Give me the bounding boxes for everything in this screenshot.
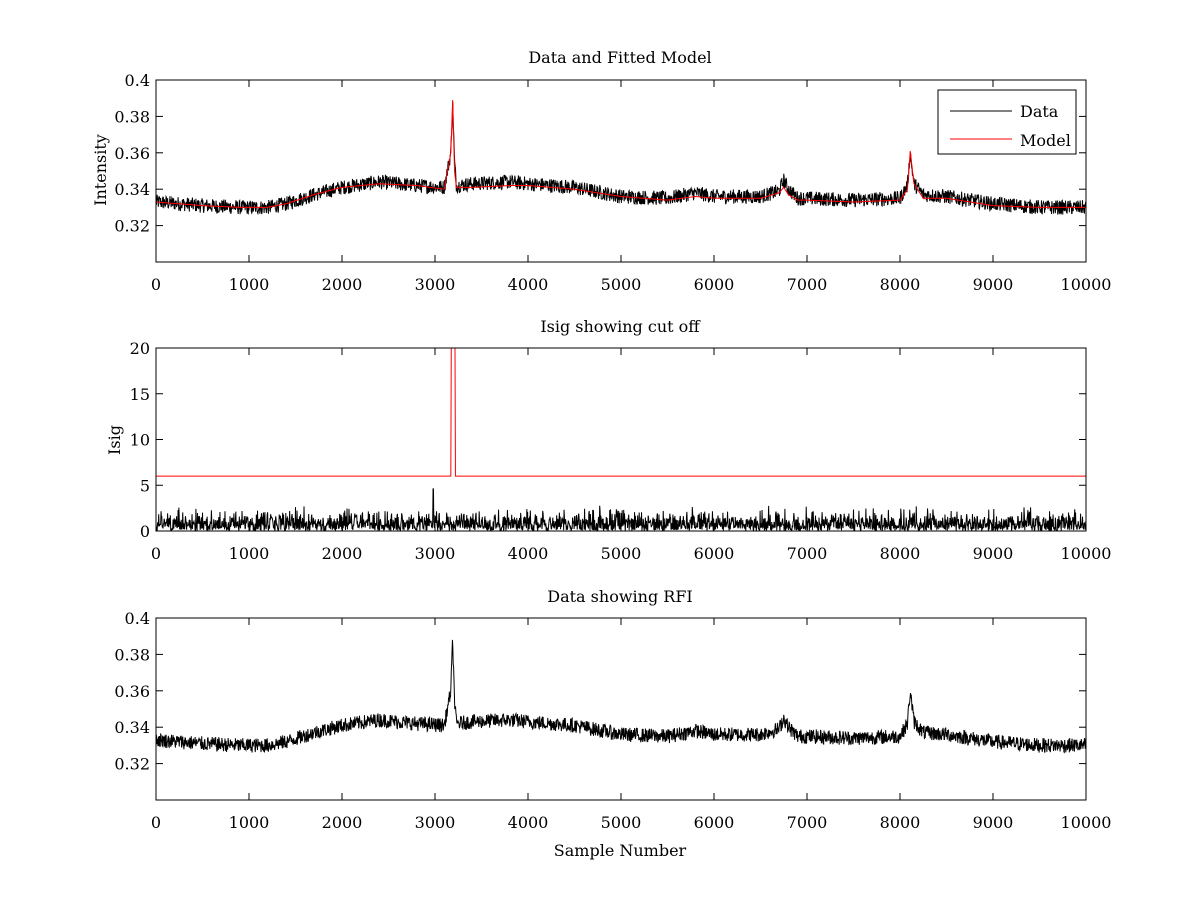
tick-group-2: 0 1000 2000 3000 4000 5000 6000 7000 8000 9000 100… <box>130 339 1112 563</box>
x-tick-label: 1000 <box>229 813 270 832</box>
x-tick-label: 10000 <box>1061 813 1112 832</box>
y-tick-label: 15 <box>130 385 150 404</box>
chart-title-1: Data and Fitted Model <box>528 48 711 67</box>
x-tick-label: 9000 <box>973 813 1014 832</box>
series-line-isig <box>156 488 1086 531</box>
x-tick-label: 1000 <box>229 544 270 563</box>
plot-frame-1 <box>155 79 1087 263</box>
subplot-data-and-model: Data and Fitted Model Intensity 0 1000 200… <box>91 48 1111 294</box>
series-group-2 <box>156 348 1086 531</box>
x-tick-label: 5000 <box>601 544 642 563</box>
x-tick-label: 9000 <box>973 275 1014 294</box>
x-tick-label: 3000 <box>415 544 456 563</box>
series-line-data <box>156 639 1086 754</box>
x-tick-label: 2000 <box>322 275 363 294</box>
legend-box <box>937 89 1077 155</box>
y-tick-label: 10 <box>130 431 150 450</box>
subplot-isig: Isig showing cut off Isig 0 1000 2000 3000 4… <box>105 317 1111 563</box>
x-tick-label: 10000 <box>1061 275 1112 294</box>
subplot-rfi: Data showing RFI Sample Number 0 1000 2000… <box>114 587 1111 860</box>
y-tick-label: 5 <box>140 476 150 495</box>
x-tick-label: 6000 <box>694 813 735 832</box>
tick-group-1: 0 1000 2000 3000 4000 5000 6000 7000 8000 9000 100… <box>114 71 1111 294</box>
y-tick-label: 0.34 <box>114 718 150 737</box>
y-tick-label: 0.38 <box>114 107 150 126</box>
x-tick-label: 4000 <box>508 813 549 832</box>
series-group-3 <box>156 639 1086 754</box>
x-tick-label: 10000 <box>1061 544 1112 563</box>
x-tick-label: 8000 <box>880 275 921 294</box>
x-tick-label: 2000 <box>322 813 363 832</box>
y-tick-label: 0.36 <box>114 682 150 701</box>
x-tick-label: 4000 <box>508 275 549 294</box>
chart-title-2: Isig showing cut off <box>540 317 701 336</box>
x-tick-label: 7000 <box>787 813 828 832</box>
legend-label-data: Data <box>1020 102 1059 121</box>
x-tick-label: 8000 <box>880 544 921 563</box>
y-tick-label: 0.34 <box>114 180 150 199</box>
series-line-cut-off <box>156 348 1086 477</box>
y-axis-label-1: Intensity <box>91 134 110 206</box>
x-tick-label: 7000 <box>787 544 828 563</box>
y-tick-label: 0.4 <box>125 71 150 90</box>
y-tick-label: 20 <box>130 339 150 358</box>
y-tick-label: 0.38 <box>114 645 150 664</box>
y-tick-label: 0.32 <box>114 217 150 236</box>
y-tick-label: 0 <box>140 522 150 541</box>
x-tick-label: 7000 <box>787 275 828 294</box>
x-tick-label: 5000 <box>601 275 642 294</box>
x-tick-label: 9000 <box>973 544 1014 563</box>
series-line-data <box>156 101 1086 216</box>
x-axis-label-3: Sample Number <box>554 841 687 860</box>
x-tick-label: 4000 <box>508 544 549 563</box>
y-tick-label: 0.32 <box>114 755 150 774</box>
x-tick-label: 3000 <box>415 813 456 832</box>
plot-frame-3 <box>155 617 1087 801</box>
y-axis-label-2: Isig <box>105 425 124 455</box>
x-tick-label: 2000 <box>322 544 363 563</box>
x-tick-label: 6000 <box>694 544 735 563</box>
x-tick-label: 8000 <box>880 813 921 832</box>
y-tick-label: 0.36 <box>114 144 150 163</box>
plot-frame-2 <box>155 347 1087 532</box>
legend: Data Model <box>937 89 1077 155</box>
x-tick-label: 0 <box>151 544 161 563</box>
x-tick-label: 0 <box>151 813 161 832</box>
x-tick-label: 3000 <box>415 275 456 294</box>
chart-title-3: Data showing RFI <box>547 587 692 606</box>
x-tick-label: 6000 <box>694 275 735 294</box>
legend-label-model: Model <box>1020 131 1071 150</box>
x-tick-label: 5000 <box>601 813 642 832</box>
series-group-1 <box>156 100 1086 216</box>
series-line-model <box>156 100 1086 208</box>
y-tick-label: 0.4 <box>125 609 150 628</box>
x-tick-label: 0 <box>151 275 161 294</box>
x-tick-label: 1000 <box>229 275 270 294</box>
